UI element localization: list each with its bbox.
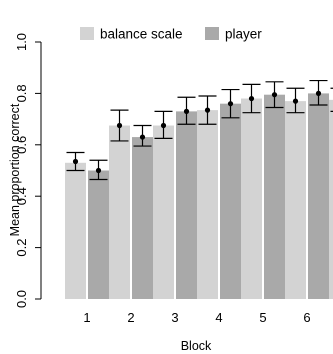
mean-point: [139, 134, 146, 140]
bar-block-5-player: [264, 94, 285, 299]
y-tick-label: 1.0: [14, 33, 29, 51]
bar-block-7-balance-scale: [329, 99, 333, 299]
bar-block-4-balance-scale: [197, 110, 218, 299]
mean-point: [271, 92, 278, 98]
mean-point: [248, 95, 255, 102]
bar-block-6-player: [308, 93, 329, 300]
mean-point: [183, 108, 190, 114]
legend-swatch-player: [205, 27, 219, 40]
x-tick-label: 5: [259, 310, 266, 325]
mean-point: [315, 90, 322, 96]
x-tick-label: 1: [83, 310, 90, 325]
legend-label-balance-scale: balance scale: [100, 27, 183, 42]
mean-point: [160, 122, 167, 129]
y-tick-label: 0.4: [14, 187, 29, 205]
bar-block-3-player: [176, 111, 197, 299]
mean-point: [95, 167, 102, 174]
y-tick-label: 0.0: [14, 290, 29, 308]
x-tick-label: 6: [303, 310, 310, 325]
mean-point: [72, 158, 79, 165]
y-tick-label: 0.8: [14, 84, 29, 102]
y-tick-label: 0.2: [14, 239, 29, 257]
y-axis-title: Mean proportion correct: [8, 103, 22, 236]
mean-point: [227, 101, 234, 107]
mean-point: [204, 107, 211, 113]
mean-point: [292, 98, 299, 104]
y-axis: 0.0 0.2 0.4 0.6 0.8 1.0: [14, 33, 42, 308]
x-axis: 1 2 3 4 5 6: [83, 310, 310, 325]
mean-point: [116, 122, 123, 129]
y-tick-label: 0.6: [14, 136, 29, 154]
x-tick-label: 2: [127, 310, 134, 325]
bar-block-6-balance-scale: [285, 101, 306, 299]
x-axis-title: Block: [181, 339, 212, 353]
mean-points-layer: [72, 90, 322, 174]
legend: balance scale player: [80, 27, 262, 42]
bar-block-2-balance-scale: [109, 125, 130, 300]
x-tick-label: 3: [171, 310, 178, 325]
bar-block-2-player: [132, 137, 153, 299]
bar-block-4-player: [220, 103, 241, 300]
legend-label-player: player: [225, 27, 262, 42]
legend-swatch-balance-scale: [80, 27, 94, 40]
bar-block-5-balance-scale: [241, 98, 262, 299]
bar-block-1-balance-scale: [65, 162, 86, 299]
bar-block-1-player: [88, 170, 109, 299]
bar-block-3-balance-scale: [153, 125, 174, 300]
x-tick-label: 4: [215, 310, 222, 325]
bars-layer: [65, 93, 333, 300]
